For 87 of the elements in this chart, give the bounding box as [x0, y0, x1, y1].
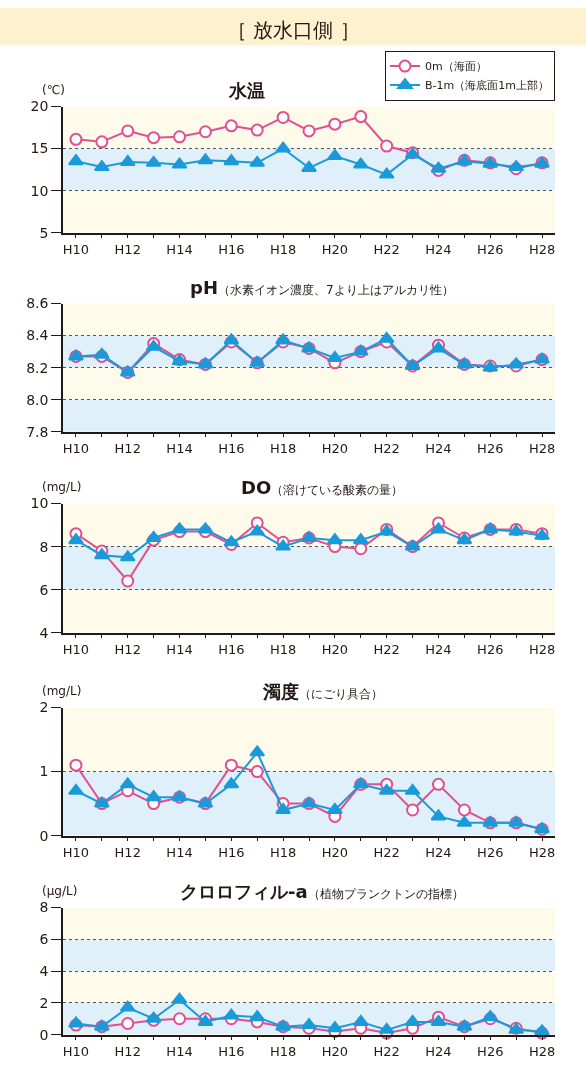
y-tick-label: 8 — [39, 899, 49, 916]
x-tick-label: H20 — [321, 844, 349, 860]
y-tick-label: 4 — [39, 962, 49, 979]
y-axis-title: (mg/L) — [42, 480, 82, 494]
x-tick-label: H26 — [477, 1043, 504, 1059]
x-tick-label: H16 — [218, 844, 245, 860]
x-tick-label: H28 — [528, 1043, 556, 1059]
x-tick-label: H14 — [166, 1043, 193, 1059]
y-tick-label: 15 — [30, 140, 49, 157]
y-tick-label: 8 — [39, 538, 49, 555]
x-tick-label: H24 — [425, 441, 452, 456]
chart-subtitle: （水素イオン濃度、7より上はアルカリ性） — [217, 283, 454, 297]
chart-subtitle: （溶けている酸素の量） — [271, 483, 404, 497]
x-tick-label: H20 — [321, 441, 349, 456]
x-tick-label: H16 — [218, 641, 245, 657]
y-tick-label: 8.4 — [26, 327, 49, 344]
x-tick-label: H24 — [425, 241, 452, 257]
chart-title: 水温 — [228, 80, 265, 101]
y-tick-label: 10 — [30, 495, 49, 512]
chart-title: pH — [190, 277, 218, 298]
x-tick-label: H26 — [477, 641, 504, 657]
x-tick-label: H22 — [373, 241, 400, 257]
x-tick-label: H12 — [114, 1043, 141, 1059]
y-tick-label: 2 — [39, 699, 49, 716]
x-tick-label: H18 — [269, 1043, 297, 1059]
x-tick-label: H10 — [62, 641, 90, 657]
x-tick-label: H18 — [269, 441, 297, 456]
y-tick-label: 6 — [39, 931, 49, 948]
x-tick-label: H12 — [114, 441, 141, 456]
x-tick-label: H10 — [62, 241, 90, 257]
x-tick-label: H18 — [269, 241, 297, 257]
chart-subtitle: （植物プランクトンの指標） — [307, 887, 464, 901]
y-tick-label: 8.2 — [26, 359, 49, 376]
y-axis-title: (μg/L) — [42, 884, 78, 898]
x-tick-label: H22 — [373, 641, 400, 657]
y-axis-title: (℃) — [42, 83, 65, 97]
x-tick-label: H28 — [528, 241, 556, 257]
x-tick-label: H14 — [166, 641, 193, 657]
x-tick-label: H10 — [62, 1043, 90, 1059]
y-tick-label: 7.8 — [26, 423, 49, 440]
x-tick-label: H14 — [166, 441, 193, 456]
x-tick-label: H14 — [166, 241, 193, 257]
x-tick-label: H12 — [114, 641, 141, 657]
x-tick-label: H24 — [425, 844, 452, 860]
x-tick-label: H26 — [477, 241, 504, 257]
x-tick-label: H26 — [477, 844, 504, 860]
x-tick-label: H28 — [528, 844, 556, 860]
x-tick-label: H20 — [321, 241, 349, 257]
y-tick-label: 8.0 — [26, 391, 49, 408]
x-tick-label: H10 — [62, 441, 90, 456]
x-tick-label: H28 — [528, 641, 556, 657]
x-tick-label: H16 — [218, 1043, 245, 1059]
x-tick-label: H24 — [425, 641, 452, 657]
y-tick-label: 1 — [39, 763, 49, 780]
y-tick-label: 5 — [39, 224, 49, 241]
x-tick-label: H28 — [528, 441, 556, 456]
chart-title: DO — [241, 477, 272, 498]
y-tick-label: 4 — [39, 624, 49, 641]
chart-title: 濁度 — [262, 681, 299, 702]
x-tick-label: H22 — [373, 1043, 400, 1059]
x-tick-label: H24 — [425, 1043, 452, 1059]
x-tick-label: H18 — [269, 844, 297, 860]
x-tick-label: H22 — [373, 844, 400, 860]
x-tick-label: H20 — [321, 1043, 349, 1059]
y-tick-label: 10 — [30, 182, 49, 199]
text: ［ 放水口側 ］ — [227, 18, 360, 42]
x-tick-label: H12 — [114, 241, 141, 257]
legend-label: B-1m（海底面1m上部） — [425, 79, 549, 93]
x-tick-label: H16 — [218, 441, 245, 456]
x-tick-label: H18 — [269, 641, 297, 657]
x-tick-label: H26 — [477, 441, 504, 456]
y-tick-label: 20 — [30, 98, 49, 115]
y-axis-title: (mg/L) — [42, 684, 82, 698]
y-tick-label: 0 — [39, 827, 49, 844]
y-tick-label: 0 — [39, 1026, 49, 1043]
x-tick-label: H20 — [321, 641, 349, 657]
x-tick-label: H12 — [114, 844, 141, 860]
chart-title: クロロフィル-a — [180, 881, 308, 902]
x-tick-label: H16 — [218, 241, 245, 257]
legend-label: 0m（海面） — [425, 60, 487, 74]
x-tick-label: H10 — [62, 844, 90, 860]
x-tick-label: H14 — [166, 844, 193, 860]
y-tick-label: 6 — [39, 581, 49, 598]
y-tick-label: 8.6 — [26, 295, 49, 312]
chart-subtitle: （にごり具合） — [299, 687, 383, 701]
y-tick-label: 2 — [39, 994, 49, 1011]
x-tick-label: H22 — [373, 441, 400, 456]
